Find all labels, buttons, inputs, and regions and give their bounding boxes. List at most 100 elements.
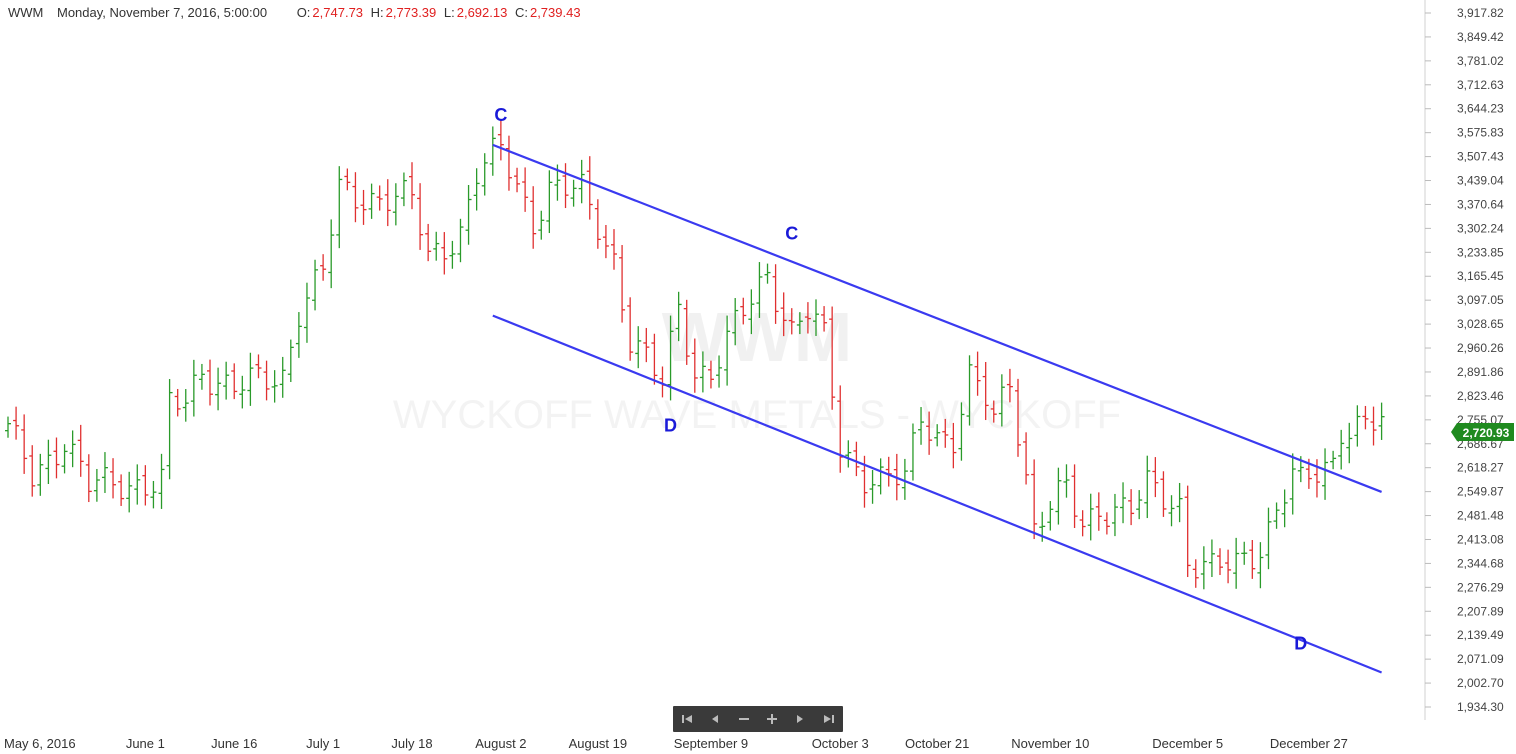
up-bar bbox=[1176, 482, 1183, 523]
down-bar bbox=[118, 474, 125, 506]
up-bar bbox=[1233, 537, 1240, 589]
down-bar bbox=[586, 156, 593, 220]
y-axis-tick-label: 3,302.24 bbox=[1457, 221, 1504, 235]
down-bar bbox=[651, 333, 658, 385]
down-bar bbox=[1370, 406, 1377, 446]
down-bar bbox=[1031, 459, 1038, 540]
up-bar bbox=[1168, 495, 1175, 527]
down-bar bbox=[950, 422, 957, 469]
down-bar bbox=[1362, 405, 1369, 430]
y-axis-tick-label: 2,276.29 bbox=[1457, 580, 1504, 594]
chart-navigation-bar bbox=[673, 706, 843, 732]
scroll-to-start-button[interactable] bbox=[677, 709, 697, 729]
down-bar bbox=[829, 306, 836, 410]
y-axis-tick-label: 3,370.64 bbox=[1457, 197, 1504, 211]
up-bar bbox=[190, 359, 197, 417]
wave-annotations: C C D D bbox=[494, 105, 1307, 653]
up-bar bbox=[481, 153, 488, 196]
up-bar bbox=[732, 298, 739, 346]
up-bar bbox=[287, 339, 294, 383]
up-bar bbox=[909, 423, 916, 481]
low-label: L: bbox=[443, 5, 455, 20]
up-bar bbox=[1289, 453, 1296, 515]
scroll-left-icon bbox=[712, 715, 719, 723]
last-price-label: 2,720.93 bbox=[1463, 426, 1510, 440]
up-bar bbox=[158, 453, 165, 509]
scroll-right-button[interactable] bbox=[790, 709, 810, 729]
down-bar bbox=[982, 361, 989, 421]
down-bar bbox=[376, 185, 383, 211]
y-axis-tick-label: 3,028.65 bbox=[1457, 317, 1504, 331]
wave-label: C bbox=[785, 223, 798, 243]
up-bar bbox=[457, 218, 464, 263]
up-bar bbox=[473, 168, 480, 211]
x-axis-tick-label: November 10 bbox=[1011, 736, 1089, 751]
down-bar bbox=[360, 189, 367, 225]
up-bar bbox=[1047, 501, 1054, 531]
ohlc-header: WWM Monday, November 7, 2016, 5:00:00 O:… bbox=[8, 5, 581, 20]
down-bar bbox=[619, 245, 626, 323]
up-bar bbox=[328, 219, 335, 289]
down-bar bbox=[1184, 485, 1191, 578]
down-bar bbox=[1152, 457, 1159, 498]
up-bar bbox=[182, 389, 189, 422]
channel-line[interactable] bbox=[492, 314, 1383, 674]
down-bar bbox=[174, 388, 181, 417]
down-bar bbox=[683, 299, 690, 365]
down-bar bbox=[772, 264, 779, 324]
scroll-to-end-button[interactable] bbox=[819, 709, 839, 729]
down-bar bbox=[142, 465, 149, 506]
down-bar bbox=[804, 302, 811, 334]
down-bar bbox=[1095, 492, 1102, 531]
up-bar bbox=[724, 315, 731, 386]
down-bar bbox=[1015, 378, 1021, 457]
down-bar bbox=[505, 135, 512, 191]
down-bar bbox=[255, 354, 262, 379]
up-bar bbox=[101, 452, 108, 493]
down-bar bbox=[885, 456, 892, 487]
down-bar bbox=[231, 363, 238, 400]
up-bar bbox=[699, 351, 706, 393]
down-bar bbox=[352, 172, 359, 223]
up-bar bbox=[845, 440, 852, 468]
y-axis-tick-label: 2,002.70 bbox=[1457, 676, 1504, 690]
up-bar bbox=[1257, 542, 1264, 589]
up-bar bbox=[635, 326, 642, 369]
up-bar bbox=[764, 263, 771, 284]
down-bar bbox=[263, 360, 270, 401]
scroll-to-end-icon bbox=[823, 715, 834, 723]
x-axis-tick-label: September 9 bbox=[674, 736, 748, 751]
down-bar bbox=[643, 327, 650, 363]
down-bar bbox=[207, 359, 213, 406]
x-axis: May 6, 2016 June 1 June 16 July 1 July 18 Aug… bbox=[4, 736, 1348, 751]
up-bar bbox=[271, 370, 278, 403]
up-bar bbox=[1346, 422, 1353, 464]
up-bar bbox=[1378, 402, 1385, 440]
zoom-out-icon bbox=[738, 718, 749, 720]
down-bar bbox=[1225, 549, 1232, 584]
up-bar bbox=[336, 166, 343, 249]
x-axis-tick-label: June 16 bbox=[211, 736, 257, 751]
channel-line[interactable] bbox=[492, 143, 1383, 493]
up-bar bbox=[546, 170, 553, 234]
up-bar bbox=[1144, 455, 1151, 519]
x-axis-tick-label: May 6, 2016 bbox=[4, 736, 76, 751]
up-bar bbox=[1200, 546, 1207, 590]
y-axis-tick-label: 3,781.02 bbox=[1457, 54, 1504, 68]
x-axis-tick-label: December 5 bbox=[1152, 736, 1223, 751]
x-axis-tick-label: October 3 bbox=[812, 736, 869, 751]
scroll-right-icon bbox=[797, 715, 804, 723]
up-bar bbox=[1322, 448, 1329, 500]
up-bar bbox=[796, 312, 803, 335]
scroll-left-button[interactable] bbox=[705, 709, 725, 729]
zoom-out-button[interactable] bbox=[734, 709, 754, 729]
down-bar bbox=[384, 179, 391, 227]
zoom-in-button[interactable] bbox=[762, 709, 782, 729]
up-bar bbox=[150, 480, 157, 509]
y-axis-tick-label: 2,549.87 bbox=[1457, 485, 1504, 499]
down-bar bbox=[1160, 471, 1167, 517]
up-bar bbox=[489, 126, 496, 176]
low-value: 2,692.13 bbox=[456, 5, 508, 20]
wave-label: D bbox=[1294, 633, 1307, 653]
